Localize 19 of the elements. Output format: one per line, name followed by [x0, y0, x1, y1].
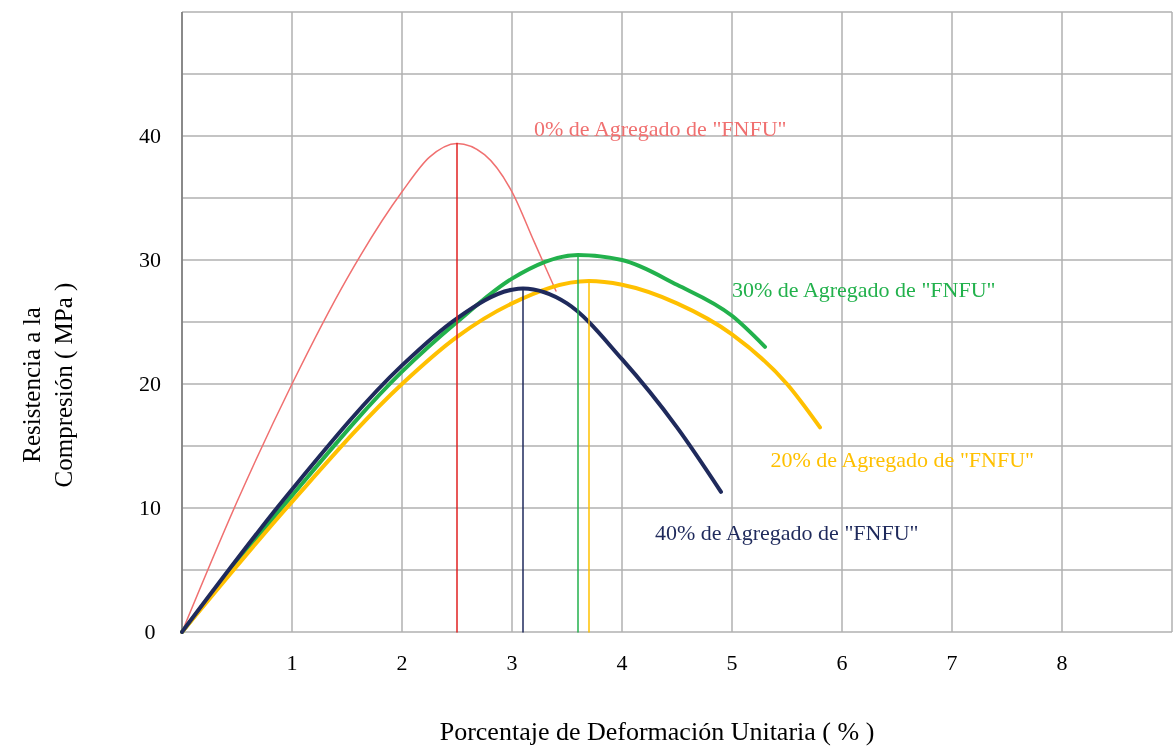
y-tick-label: 40 [139, 123, 161, 148]
text: 0% de Agregado de "FNFU" [534, 116, 787, 141]
text: 40% de Agregado de "FNFU" [655, 520, 919, 546]
y-axis-title: Resistencia a la Compresión ( MPa ) [18, 282, 78, 488]
x-tick-label: 5 [726, 650, 738, 675]
x-tick-label: 8 [1056, 650, 1068, 675]
series-label: 30% de Agregado de "FNFU" [732, 277, 996, 303]
x-tick-label: 3 [506, 650, 518, 675]
y-tick-label: 0 [144, 619, 156, 644]
text: 20% de Agregado de "FNFU" [770, 447, 1035, 473]
x-tick-label: 7 [946, 650, 958, 675]
y-tick-label: 10 [139, 495, 161, 520]
y-tick-label: 30 [139, 247, 161, 272]
x-tick-label: 2 [396, 650, 408, 675]
x-tick-label: 4 [616, 650, 628, 675]
x-tick-label: 6 [836, 650, 848, 675]
x-tick-label: 1 [286, 650, 298, 675]
x-axis-title: Porcentaje de Deformación Unitaria ( % ) [439, 717, 875, 746]
y-tick-label: 20 [139, 371, 161, 396]
